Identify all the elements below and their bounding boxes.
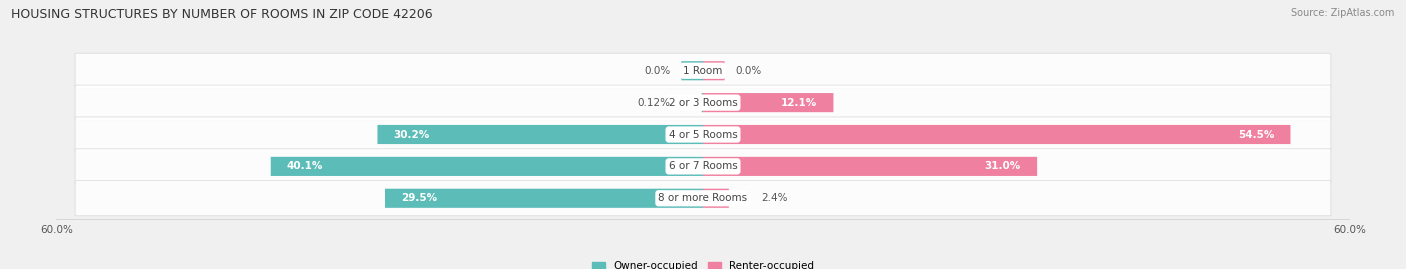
FancyBboxPatch shape [75, 85, 1331, 120]
Text: 1 Room: 1 Room [683, 66, 723, 76]
Text: Source: ZipAtlas.com: Source: ZipAtlas.com [1291, 8, 1395, 18]
FancyBboxPatch shape [703, 125, 1291, 144]
Text: 6 or 7 Rooms: 6 or 7 Rooms [669, 161, 737, 171]
Text: 0.0%: 0.0% [735, 66, 762, 76]
FancyBboxPatch shape [377, 125, 703, 144]
FancyBboxPatch shape [75, 53, 1331, 88]
Text: 2.4%: 2.4% [761, 193, 787, 203]
FancyBboxPatch shape [271, 157, 703, 176]
FancyBboxPatch shape [703, 93, 834, 112]
Text: 31.0%: 31.0% [984, 161, 1021, 171]
Text: 29.5%: 29.5% [401, 193, 437, 203]
FancyBboxPatch shape [75, 181, 1331, 216]
Text: 0.12%: 0.12% [638, 98, 671, 108]
Text: 54.5%: 54.5% [1237, 129, 1274, 140]
FancyBboxPatch shape [75, 117, 1331, 152]
Text: 30.2%: 30.2% [394, 129, 430, 140]
Text: 12.1%: 12.1% [780, 98, 817, 108]
Text: HOUSING STRUCTURES BY NUMBER OF ROOMS IN ZIP CODE 42206: HOUSING STRUCTURES BY NUMBER OF ROOMS IN… [11, 8, 433, 21]
FancyBboxPatch shape [703, 157, 1038, 176]
FancyBboxPatch shape [75, 149, 1331, 184]
Text: 40.1%: 40.1% [287, 161, 323, 171]
FancyBboxPatch shape [385, 189, 703, 208]
Text: 8 or more Rooms: 8 or more Rooms [658, 193, 748, 203]
Text: 2 or 3 Rooms: 2 or 3 Rooms [669, 98, 737, 108]
FancyBboxPatch shape [703, 189, 728, 208]
Text: 4 or 5 Rooms: 4 or 5 Rooms [669, 129, 737, 140]
FancyBboxPatch shape [703, 61, 724, 80]
Text: 0.0%: 0.0% [644, 66, 671, 76]
FancyBboxPatch shape [682, 61, 703, 80]
Legend: Owner-occupied, Renter-occupied: Owner-occupied, Renter-occupied [588, 257, 818, 269]
